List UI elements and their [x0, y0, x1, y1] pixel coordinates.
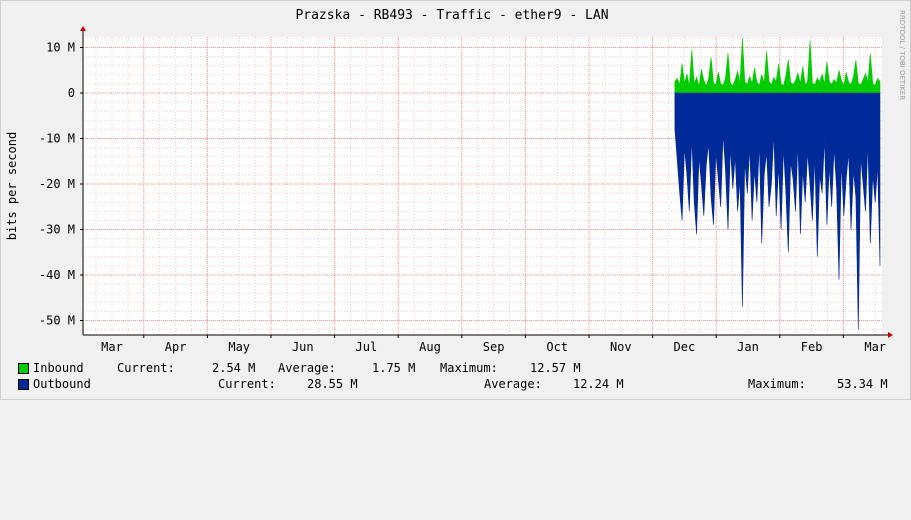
inbound-maximum-label: Maximum:: [440, 361, 498, 375]
legend-inbound: Inbound Current: 2.54 M Average: 1.75 M …: [0, 360, 911, 376]
inbound-current: 2.54 M: [212, 361, 256, 375]
outbound-average: 12.24 M: [573, 377, 624, 391]
chart-title: Prazska - RB493 - Traffic - ether9 - LAN: [295, 8, 608, 23]
legend-outbound: Outbound Current: 28.55 M Average: 12.24…: [0, 376, 911, 392]
x-tick-label: Dec: [674, 340, 696, 354]
inbound-average: 1.75 M: [372, 361, 416, 375]
outbound-current: 28.55 M: [307, 377, 358, 391]
inbound-average-label: Average:: [278, 361, 336, 375]
x-tick-label: Jun: [292, 340, 314, 354]
outbound-maximum: 53.34 M: [837, 377, 888, 391]
x-axis-arrow: [888, 332, 893, 338]
y-tick-label: -30 M: [39, 223, 75, 237]
y-axis-label: bits per second: [5, 132, 19, 240]
outbound-average-label: Average:: [484, 377, 542, 391]
y-tick-label: -50 M: [39, 314, 75, 328]
x-tick-label: Mar: [101, 340, 123, 354]
y-tick-label: 0: [68, 86, 75, 100]
inbound-current-label: Current:: [117, 361, 175, 375]
x-tick-label: Oct: [546, 340, 568, 354]
traffic-chart: 10 M 0 -10 M -20 M -30 M -40 M -50 M Mar Apr May…: [0, 0, 911, 400]
x-tick-label: Nov: [610, 340, 632, 354]
y-axis-arrow: [80, 26, 86, 31]
inbound-label: Inbound: [33, 361, 84, 375]
y-tick-label: 10 M: [46, 41, 75, 55]
x-tick-label: Apr: [165, 340, 187, 354]
x-tick-labels: Mar Apr May Jun Jul Aug Sep Oct Nov Dec Jan Feb Mar: [101, 340, 886, 354]
area-inbound: [674, 38, 881, 94]
outbound-maximum-label: Maximum:: [748, 377, 806, 391]
x-tick-label: Jul: [356, 340, 378, 354]
outbound-swatch: [18, 379, 29, 390]
outbound-label: Outbound: [33, 377, 91, 391]
x-tick-label: Jan: [737, 340, 759, 354]
y-tick-labels: 10 M 0 -10 M -20 M -30 M -40 M -50 M: [39, 41, 75, 328]
series-areas: [674, 38, 881, 330]
y-tick-label: -40 M: [39, 268, 75, 282]
x-tick-label: Sep: [483, 340, 505, 354]
x-tick-label: Feb: [801, 340, 823, 354]
inbound-swatch: [18, 363, 29, 374]
x-tick-label: Aug: [419, 340, 441, 354]
area-outbound: [674, 92, 881, 330]
x-tick-label: May: [228, 340, 250, 354]
x-tick-label: Mar: [864, 340, 886, 354]
y-tick-label: -10 M: [39, 132, 75, 146]
y-tick-label: -20 M: [39, 177, 75, 191]
rrdtool-watermark: RRDTOOL / TOBI OETIKER: [898, 10, 906, 100]
axes: [80, 26, 893, 338]
outbound-current-label: Current:: [218, 377, 276, 391]
grid: [83, 37, 882, 335]
inbound-maximum: 12.57 M: [530, 361, 581, 375]
